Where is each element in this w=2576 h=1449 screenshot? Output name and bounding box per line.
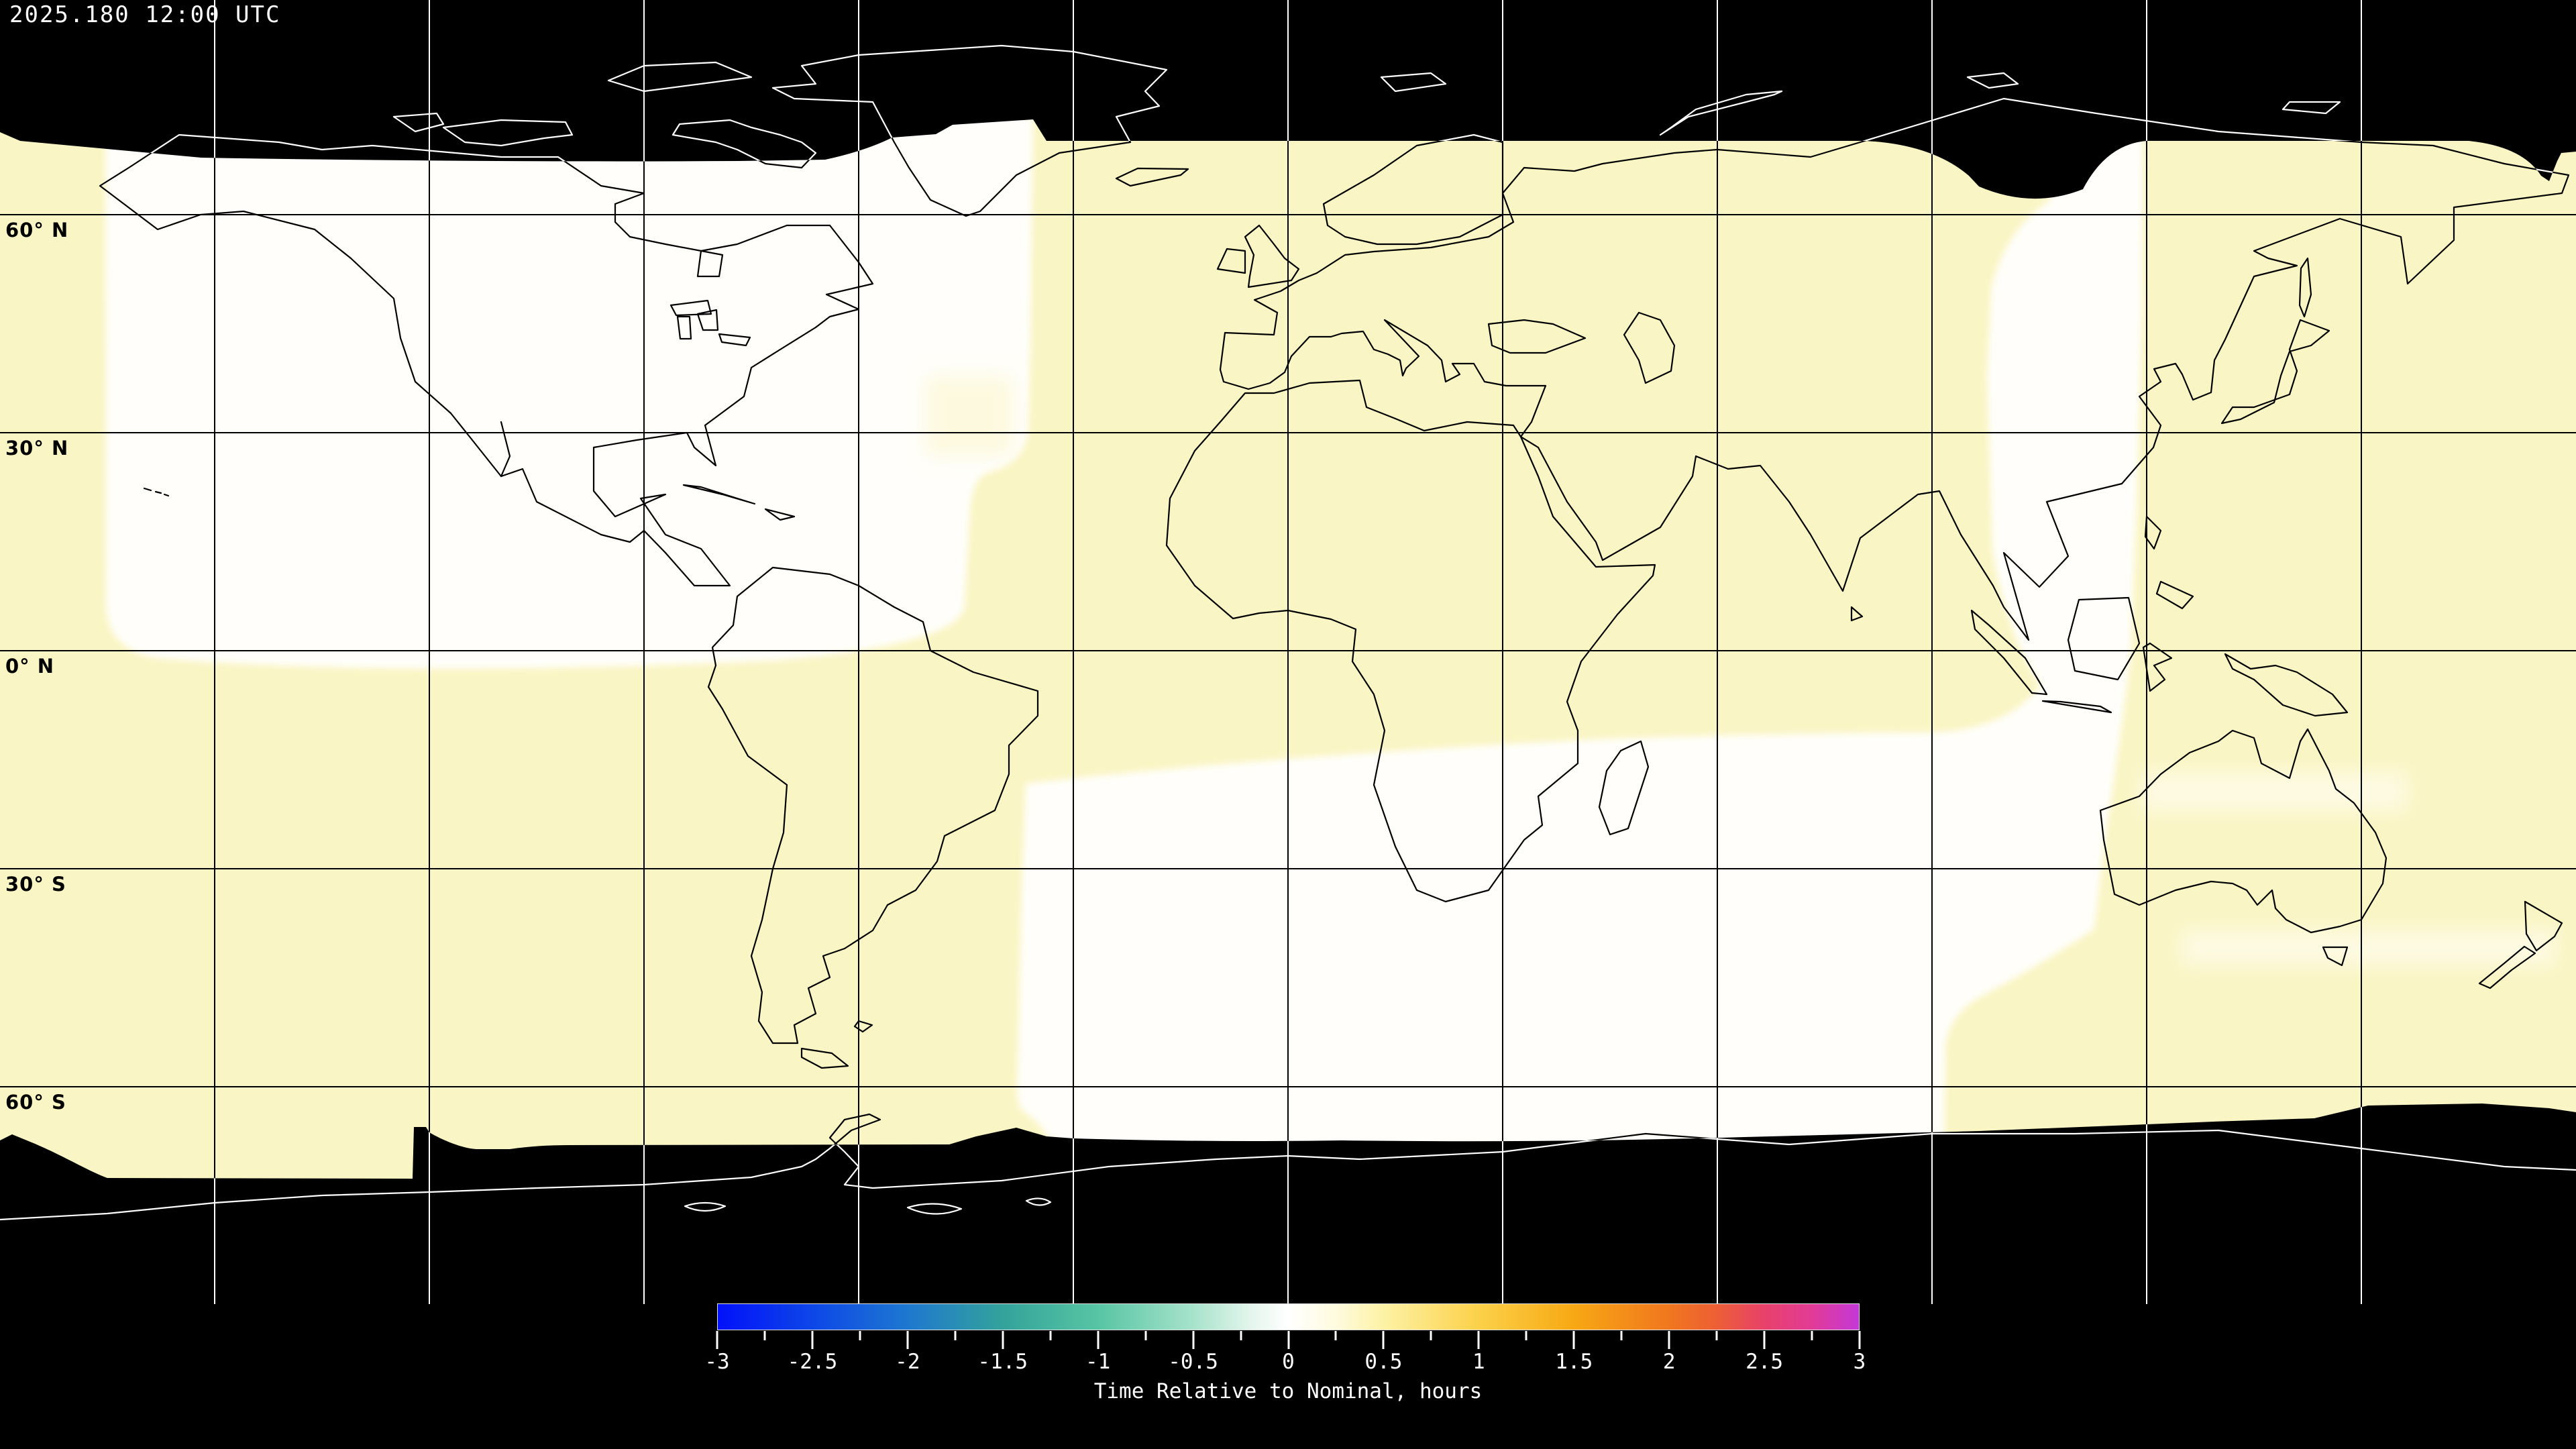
colorbar-minor-tick — [1049, 1331, 1052, 1340]
colorbar-minor-tick — [954, 1331, 957, 1340]
timestamp-title: 2025.180 12:00 UTC — [9, 1, 281, 28]
map-svg — [0, 0, 2576, 1305]
colorbar-minor-tick — [1334, 1331, 1337, 1340]
colorbar-gradient — [717, 1303, 1860, 1330]
colorbar-tick-label: 2.5 — [1746, 1350, 1784, 1374]
colorbar-minor-tick — [1620, 1331, 1623, 1340]
colorbar-major-tick — [1763, 1331, 1766, 1349]
colorbar-major-tick — [906, 1331, 909, 1349]
colorbar-tick-label: -3 — [704, 1350, 730, 1374]
colorbar-tick-label: -1 — [1085, 1350, 1111, 1374]
colorbar-tick-label: -2 — [895, 1350, 920, 1374]
lat-label-60n: 60° N — [5, 219, 69, 241]
lat-label-30n: 30° N — [5, 437, 69, 460]
colorbar-major-tick — [1858, 1331, 1861, 1349]
colorbar-tick-label: 1 — [1472, 1350, 1485, 1374]
colorbar-major-tick — [1192, 1331, 1195, 1349]
colorbar-major-tick — [1668, 1331, 1670, 1349]
colorbar-minor-tick — [1144, 1331, 1147, 1340]
colorbar-minor-tick — [763, 1331, 766, 1340]
colorbar-major-tick — [1002, 1331, 1004, 1349]
colorbar-tick-labels: -3 -2.5 -2 -1.5 -1 -0.5 0 0.5 1 1.5 2 2.5 3 — [704, 1350, 1866, 1377]
colorbar-tick-label: 0.5 — [1364, 1350, 1403, 1374]
world-map — [0, 0, 2576, 1305]
colorbar-major-tick — [1477, 1331, 1480, 1349]
lat-label-60s: 60° S — [5, 1091, 66, 1114]
data-white-swaths — [105, 114, 2143, 1167]
colorbar-minor-tick — [1430, 1331, 1432, 1340]
colorbar-tick-label: 3 — [1853, 1350, 1866, 1374]
colorbar-minor-tick — [1240, 1331, 1242, 1340]
data-soft-striations — [926, 376, 2556, 966]
colorbar-major-tick — [1287, 1331, 1289, 1349]
colorbar-minor-tick — [1525, 1331, 1527, 1340]
colorbar-major-tick — [716, 1331, 718, 1349]
colorbar-tick-label: 1.5 — [1555, 1350, 1593, 1374]
colorbar-minor-tick — [1715, 1331, 1718, 1340]
colorbar-major-tick — [1572, 1331, 1575, 1349]
colorbar-tick-label: -0.5 — [1168, 1350, 1218, 1374]
colorbar-caption: Time Relative to Nominal, hours — [1093, 1379, 1483, 1403]
lat-label-0n: 0° N — [5, 655, 55, 678]
colorbar-tick-label: 2 — [1662, 1350, 1676, 1374]
colorbar-major-tick — [1097, 1331, 1099, 1349]
colorbar-minor-tick — [859, 1331, 861, 1340]
colorbar-tick-label: -1.5 — [977, 1350, 1028, 1374]
colorbar-ticks — [716, 1331, 1861, 1351]
colorbar-tick-label: 0 — [1282, 1350, 1295, 1374]
lat-label-30s: 30° S — [5, 873, 66, 896]
colorbar-major-tick — [1382, 1331, 1385, 1349]
colorbar-minor-tick — [1811, 1331, 1813, 1340]
colorbar-tick-label: -2.5 — [787, 1350, 838, 1374]
colorbar-major-tick — [811, 1331, 814, 1349]
